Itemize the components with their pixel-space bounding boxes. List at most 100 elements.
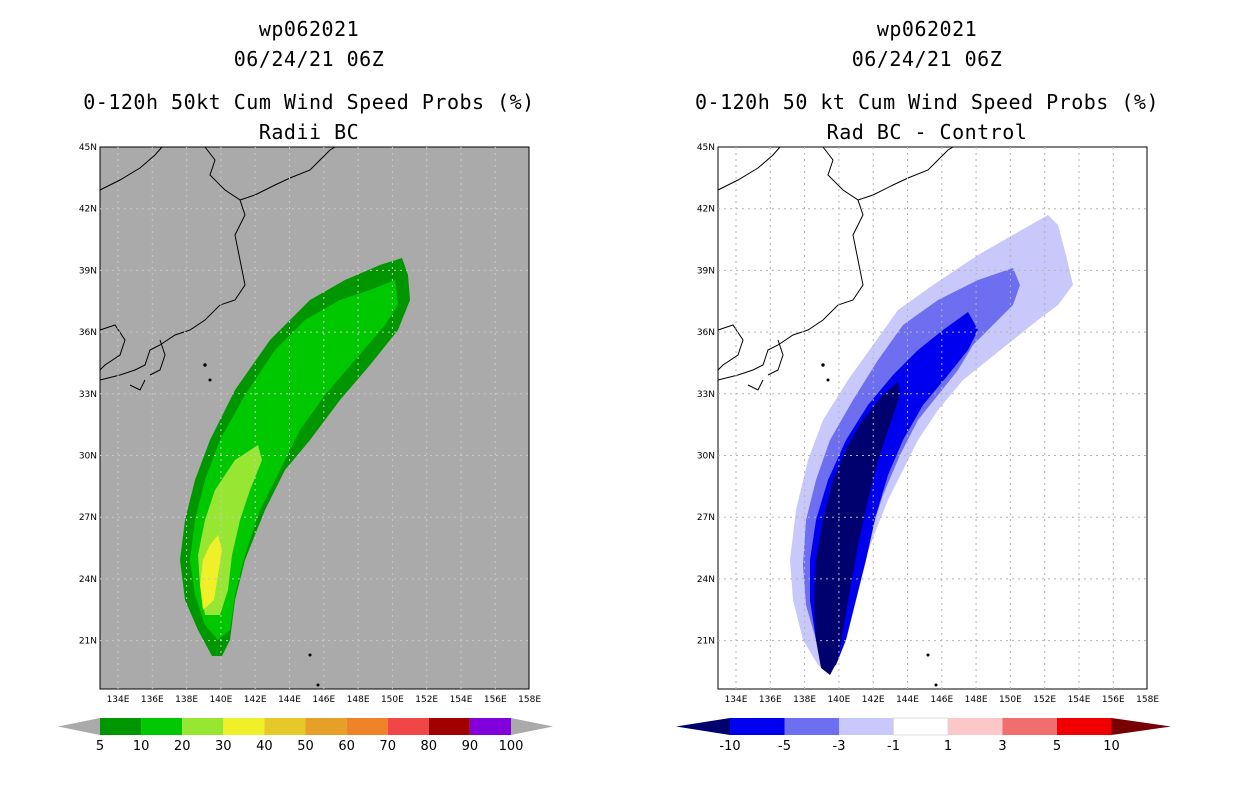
colorbar-label: -3: [833, 739, 846, 754]
lon-tick-label: 136E: [141, 695, 164, 705]
right-datetime: 06/24/21 06Z: [851, 47, 1003, 71]
colorbar-label: 90: [462, 739, 479, 754]
left-lat-axis: 45N 42N 39N 36N 33N 30N 27N 24N 21N: [79, 143, 97, 647]
lat-tick-label: 27N: [79, 513, 97, 523]
colorbar-label: 5: [96, 739, 104, 754]
lat-tick-label: 21N: [697, 637, 715, 647]
colorbar-over-triangle: [511, 718, 553, 735]
lon-tick-label: 148E: [965, 695, 988, 705]
lat-tick-label: 42N: [79, 205, 97, 215]
lon-tick-label: 140E: [209, 695, 232, 705]
left-map: 45N 42N 39N 36N 33N 30N 27N 24N 21N 134E 136E 138E…: [58, 143, 553, 754]
colorbar-swatch: [182, 718, 224, 735]
colorbar-label: 70: [379, 739, 396, 754]
lon-tick-label: 148E: [347, 695, 370, 705]
colorbar-swatch: [305, 718, 347, 735]
colorbar-label: 60: [338, 739, 355, 754]
lon-tick-label: 138E: [793, 695, 816, 705]
colorbar-under-triangle: [676, 718, 730, 735]
lat-tick-label: 33N: [697, 390, 715, 400]
lon-tick-label: 144E: [278, 695, 301, 705]
lon-tick-label: 152E: [415, 695, 438, 705]
colorbar-label: -5: [778, 739, 791, 754]
lon-tick-label: 142E: [862, 695, 885, 705]
lon-tick-label: 136E: [759, 695, 782, 705]
colorbar-label: 3: [998, 739, 1006, 754]
lat-tick-label: 30N: [697, 452, 715, 462]
lat-tick-label: 42N: [697, 205, 715, 215]
right-map: 45N 42N 39N 36N 33N 30N 27N 24N 21N 134E 136E 138E…: [676, 143, 1171, 754]
colorbar-label: 1: [944, 739, 952, 754]
lat-tick-label: 24N: [79, 575, 97, 585]
colorbar-swatch: [893, 717, 949, 736]
lat-tick-label: 45N: [79, 143, 97, 153]
left-gridlines: [100, 147, 529, 689]
colorbar-swatch: [1057, 718, 1112, 735]
right-storm-id: wp062021: [876, 17, 978, 41]
lon-tick-label: 142E: [244, 695, 267, 705]
colorbar-label: 50: [297, 739, 314, 754]
colorbar-swatch: [730, 718, 785, 735]
lon-tick-label: 144E: [896, 695, 919, 705]
lon-tick-label: 156E: [1102, 695, 1125, 705]
diff-band-blue: [810, 312, 978, 670]
left-storm-id: wp062021: [258, 17, 360, 41]
lat-tick-label: 39N: [697, 266, 715, 276]
right-colorbar: -10 -5 -3 -1 1 3 5 10: [676, 717, 1171, 754]
lon-tick-label: 134E: [725, 695, 748, 705]
lat-tick-label: 39N: [79, 266, 97, 276]
colorbar-swatch: [346, 718, 388, 735]
right-lon-axis: 134E 136E 138E 140E 142E 144E 146E 148E 150E 152E…: [725, 695, 1160, 705]
lon-tick-label: 146E: [312, 695, 335, 705]
lat-tick-label: 36N: [79, 328, 97, 338]
lon-tick-label: 134E: [107, 695, 130, 705]
colorbar-label: -1: [887, 739, 900, 754]
colorbar-label: 40: [256, 739, 273, 754]
left-panel: wp062021 06/24/21 06Z 0-120h 50kt Cum Wi…: [58, 17, 553, 754]
lat-tick-label: 36N: [697, 328, 715, 338]
colorbar-swatch: [141, 718, 183, 735]
colorbar-swatch: [387, 718, 429, 735]
lat-tick-label: 45N: [697, 143, 715, 153]
colorbar-label: 5: [1053, 739, 1061, 754]
lon-tick-label: 138E: [175, 695, 198, 705]
colorbar-label: 80: [421, 739, 438, 754]
colorbar-over-triangle: [1111, 718, 1171, 735]
right-panel: wp062021 06/24/21 06Z 0-120h 50 kt Cum W…: [618, 0, 1236, 800]
lon-tick-label: 154E: [1068, 695, 1091, 705]
lon-tick-label: 156E: [484, 695, 507, 705]
lon-tick-label: 158E: [1136, 695, 1159, 705]
colorbar-swatch: [948, 718, 1003, 735]
colorbar-swatch: [100, 718, 142, 735]
lon-tick-label: 146E: [930, 695, 953, 705]
left-probability-contours: [180, 258, 410, 656]
lat-tick-label: 27N: [697, 513, 715, 523]
colorbar-swatch: [839, 718, 894, 735]
colorbar-label: 30: [215, 739, 232, 754]
lon-tick-label: 152E: [1033, 695, 1056, 705]
right-lat-axis: 45N 42N 39N 36N 33N 30N 27N 24N 21N: [697, 143, 715, 647]
lon-tick-label: 140E: [827, 695, 850, 705]
colorbar-swatch: [264, 718, 306, 735]
lon-tick-label: 150E: [999, 695, 1022, 705]
right-gridlines: [718, 147, 1147, 689]
right-coastlines: [717, 146, 954, 687]
lat-tick-label: 30N: [79, 452, 97, 462]
left-coastlines: [99, 146, 336, 687]
left-variant-title: Radii BC: [258, 120, 360, 144]
lat-tick-label: 33N: [79, 390, 97, 400]
colorbar-label: 100: [499, 739, 524, 754]
diff-band-dark: [814, 382, 900, 675]
colorbar-label: 10: [1103, 739, 1120, 754]
left-datetime: 06/24/21 06Z: [233, 47, 385, 71]
prob-band-10: [190, 280, 398, 640]
colorbar-swatch: [223, 718, 265, 735]
left-colorbar: 5 10 20 30 40 50 60 70 80 90 100: [58, 718, 553, 754]
colorbar-label: -10: [719, 739, 740, 754]
colorbar-swatch: [1002, 718, 1057, 735]
lon-tick-label: 154E: [450, 695, 473, 705]
lon-tick-label: 150E: [381, 695, 404, 705]
left-lon-axis: 134E 136E 138E 140E 142E 144E 146E 148E 150E 152E…: [107, 695, 542, 705]
lat-tick-label: 24N: [697, 575, 715, 585]
prob-band-30: [200, 535, 222, 610]
